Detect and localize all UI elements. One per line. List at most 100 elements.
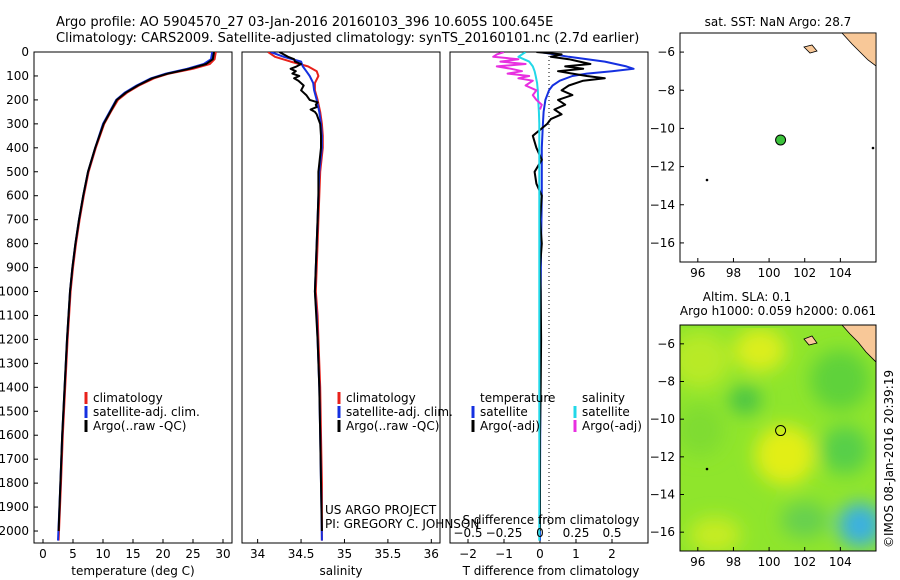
lat-tick-label: −10: [650, 412, 675, 426]
s-difference-tick-label: 0: [536, 526, 544, 540]
legend-temperature-heading: temperature: [480, 391, 555, 405]
salinity-difference-tick-labels: −0.5 −0.25 0 0.25 0.5: [453, 526, 621, 540]
lat-tick-label: −14: [650, 198, 675, 212]
lon-tick-label: 102: [793, 266, 816, 280]
sst-map-axis-ticks: 96 98 100 102 104 −16 −14 −12 −10 −8 −6: [650, 45, 852, 280]
imos-timestamp-label: ©IMOS 08-Jan-2016 20:39:19: [882, 370, 896, 548]
series-line-s-argo-adj: [492, 52, 543, 110]
lat-tick-label: −12: [650, 160, 675, 174]
lon-tick-label: 96: [690, 555, 705, 569]
lat-tick-label: −10: [650, 121, 675, 135]
lon-tick-label: 96: [690, 266, 705, 280]
pi-annotation: PI: GREGORY C. JOHNSON: [325, 517, 479, 531]
salinity-axes-frame: [241, 51, 441, 544]
depth-tick-label: 0: [21, 45, 29, 59]
depth-tick-label: 1100: [0, 308, 29, 322]
depth-tick-label: 1900: [0, 500, 29, 514]
depth-tick-label: 1000: [0, 285, 29, 299]
float-position-marker: [775, 134, 787, 146]
lat-tick-label: −8: [657, 83, 675, 97]
x-tick-label: 15: [125, 547, 140, 561]
lat-tick-label: −6: [657, 45, 675, 59]
s-difference-tick-label: 0.5: [602, 526, 621, 540]
depth-tick-label: 2000: [0, 524, 29, 538]
sla-map-axis-ticks: 96 98 100 102 104 −16 −14 −12 −10 −8 −6: [650, 337, 852, 569]
x-tick-label: 0: [536, 547, 544, 561]
salinity-axis-ticks: 34 34.5 35 35.5 36: [250, 539, 439, 561]
lon-tick-label: 100: [758, 555, 781, 569]
sst-map-frame: [679, 32, 877, 263]
lat-tick-label: −14: [650, 488, 675, 502]
christmas-island-marker: [705, 178, 709, 182]
salinity-series: [267, 52, 324, 541]
temperature-panel: 0100200300400500600700800900100011001200…: [0, 45, 233, 578]
difference-panel: −2 −1 0 1 2 −0.5 −0.25 0 0.25 0.5 S difference f…: [449, 51, 649, 578]
legend-s-satellite-label: satellite: [582, 405, 630, 419]
sst-map-panel: sat. SST: NaN Argo: 28.7 96 98 100 102 104 −1…: [650, 15, 877, 280]
sla-blob: [734, 328, 786, 372]
header-line-1: Argo profile: AO 5904570_27 03-Jan-2016 …: [56, 15, 553, 30]
series-line-argo-raw-qc: [57, 52, 215, 532]
s-difference-tick-label: −0.25: [486, 526, 523, 540]
depth-tick-label: 1500: [0, 404, 29, 418]
x-tick-label: 2: [608, 547, 616, 561]
depth-tick-label: 1400: [0, 380, 29, 394]
lat-tick-label: −16: [650, 236, 675, 250]
sla-blob: [821, 426, 869, 474]
depth-tick-label: 700: [6, 213, 29, 227]
salinity-panel: 34 34.5 35 35.5 36 salinity climatology sate…: [241, 51, 479, 578]
legend-satellite-label: satellite-adj. clim.: [346, 405, 453, 419]
legend-salinity-heading: salinity: [582, 391, 625, 405]
depth-tick-label: 1800: [0, 476, 29, 490]
x-tick-label: 1: [572, 547, 580, 561]
lon-tick-label: 98: [726, 266, 741, 280]
lon-tick-label: 102: [793, 555, 816, 569]
depth-tick-label: 600: [6, 189, 29, 203]
sla-blob: [689, 517, 741, 551]
depth-tick-label: 100: [6, 69, 29, 83]
t-difference-axis-label: T difference from climatology: [462, 564, 640, 578]
project-annotation: US ARGO PROJECT: [325, 503, 437, 517]
island-outline: [803, 44, 818, 54]
temperature-legend: climatology satellite-adj. clim. Argo(..…: [84, 391, 200, 433]
difference-series: [492, 52, 635, 541]
sla-map-frame: [679, 324, 877, 552]
temperature-axis-ticks: 0 5 10 15 20 25 30: [39, 539, 231, 561]
s-difference-tick-label: −0.5: [453, 526, 482, 540]
legend-climatology-label: climatology: [93, 391, 163, 405]
cocos-island-marker: [871, 146, 875, 150]
legend-satellite-label: satellite-adj. clim.: [93, 405, 200, 419]
x-tick-label: −1: [495, 547, 513, 561]
difference-legend: temperature satellite Argo(-adj) salinit…: [471, 391, 642, 433]
x-tick-label: 34.5: [288, 547, 315, 561]
sla-map-title: Altim. SLA: 0.1: [703, 290, 791, 304]
x-tick-label: 35.5: [375, 547, 402, 561]
series-line-satellite-adj-clim: [57, 52, 214, 541]
x-tick-label: 35: [337, 547, 352, 561]
difference-axes-frame: [449, 51, 649, 544]
x-tick-label: 10: [95, 547, 110, 561]
legend-argo-label: Argo(..raw -QC): [93, 419, 186, 433]
sla-blob: [838, 503, 876, 547]
sla-blob: [729, 386, 761, 414]
christmas-island-marker: [705, 467, 709, 471]
x-tick-label: 25: [185, 547, 200, 561]
sla-blobs: [680, 328, 876, 551]
legend-t-satellite-label: satellite: [480, 405, 528, 419]
series-line-argo-raw-qc: [278, 52, 323, 532]
depth-axis-ticks: 0 100 200 300 400 500 600 700 800 900 1000 1100 1200…: [0, 45, 38, 538]
lon-tick-label: 104: [829, 266, 852, 280]
sumatra-java-land: [841, 325, 876, 363]
depth-tick-label: 1700: [0, 452, 29, 466]
depth-tick-label: 800: [6, 237, 29, 251]
difference-axis-ticks: −2 −1 0 1 2: [459, 539, 616, 561]
depth-tick-label: 400: [6, 141, 29, 155]
temperature-series: [57, 52, 217, 541]
lon-tick-label: 100: [758, 266, 781, 280]
sla-blob: [781, 502, 829, 538]
x-tick-label: 5: [69, 547, 77, 561]
island-outline: [803, 335, 818, 346]
sla-blob: [810, 350, 870, 410]
float-position-marker: [775, 425, 787, 437]
